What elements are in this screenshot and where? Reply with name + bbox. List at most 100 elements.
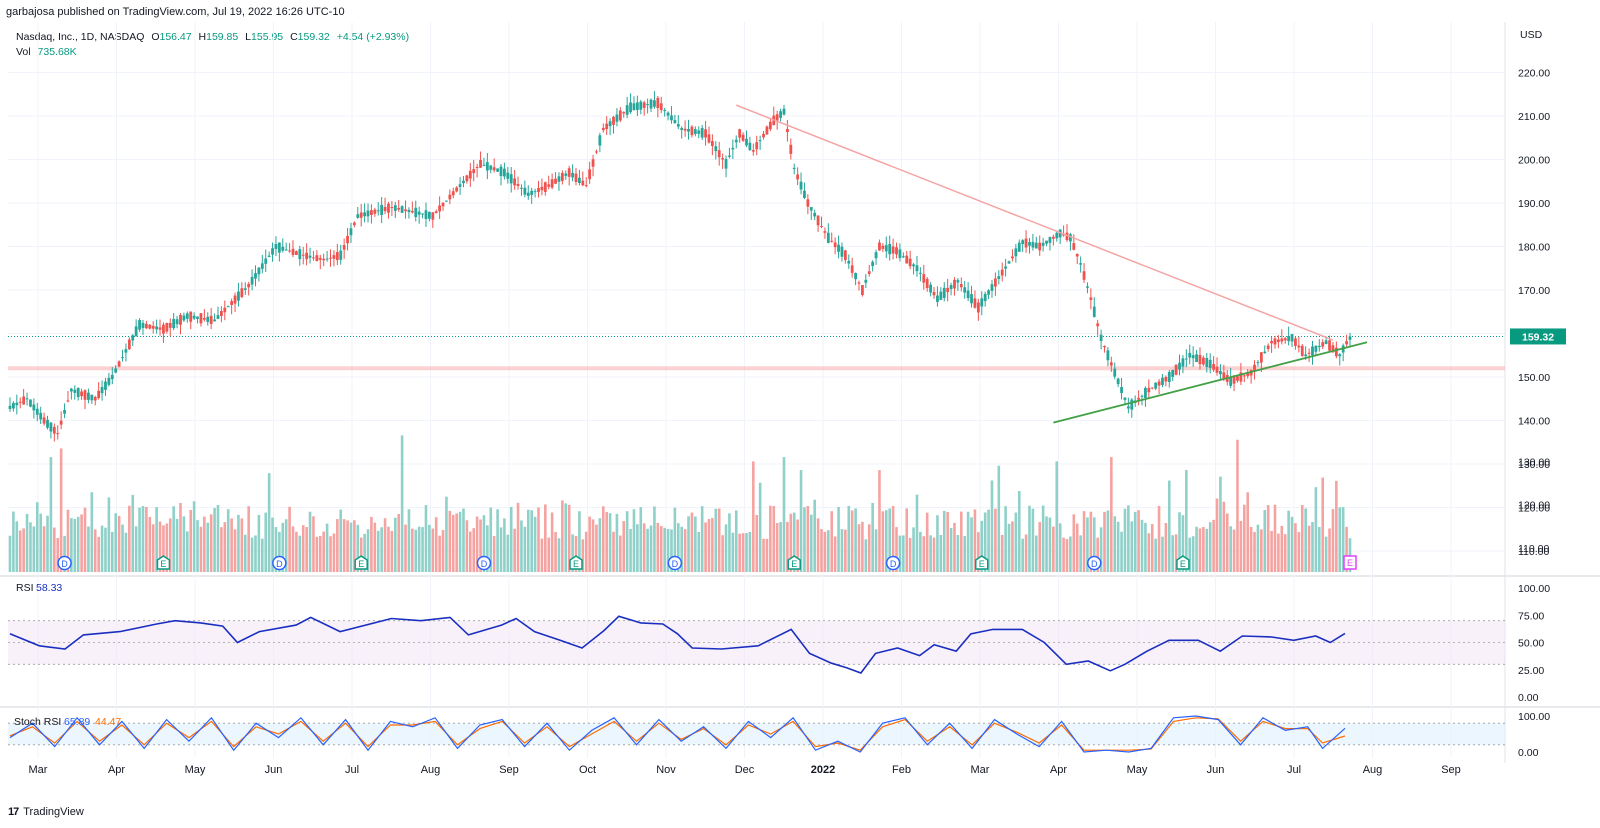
candle-body xyxy=(642,102,646,108)
candle-body xyxy=(243,288,247,290)
candle-body xyxy=(1263,351,1267,354)
volume-bar xyxy=(1103,511,1106,572)
symbol-title[interactable]: Nasdaq, Inc., 1D, NASDAQ xyxy=(16,31,145,43)
volume-bar xyxy=(475,516,479,572)
volume-bar xyxy=(1086,517,1089,572)
event-marker-label: E xyxy=(791,559,797,569)
candle-body xyxy=(1017,242,1021,252)
volume-value: 735.68K xyxy=(37,46,77,58)
volume-bar xyxy=(881,511,885,572)
candle-body xyxy=(172,318,176,329)
volume-bar xyxy=(1225,513,1229,572)
candle-body xyxy=(1092,306,1096,317)
volume-bar xyxy=(847,505,851,572)
candle-body xyxy=(352,222,356,226)
candle-body xyxy=(124,349,128,353)
y-tick-label: 200.00 xyxy=(1518,155,1550,167)
candle-body xyxy=(516,184,520,186)
candle-body xyxy=(751,150,755,152)
volume-bar xyxy=(833,536,837,572)
earnings-marker-shape xyxy=(1176,555,1190,570)
volume-bar xyxy=(946,512,949,572)
candle-body xyxy=(1164,376,1168,382)
candle-body xyxy=(295,251,298,255)
x-tick-label: Jul xyxy=(345,764,359,776)
candle-body xyxy=(298,249,302,260)
candle-body xyxy=(871,261,875,267)
volume-bar xyxy=(189,509,193,572)
footer-brand[interactable]: 17 TradingView xyxy=(8,806,84,818)
candle-body xyxy=(370,210,373,216)
candle-body xyxy=(1181,358,1185,367)
candle-body xyxy=(765,126,769,135)
volume-bar xyxy=(1229,526,1232,572)
candle-body xyxy=(547,184,551,187)
volume-bar xyxy=(1294,523,1297,572)
volume-bar xyxy=(1089,511,1093,572)
volume-bar xyxy=(598,518,602,572)
candle-body xyxy=(1259,352,1263,363)
volume-bar xyxy=(550,512,554,572)
candle-body xyxy=(509,174,513,184)
dividend-marker-circle xyxy=(667,555,683,571)
volume-bar xyxy=(25,513,29,572)
candle-body xyxy=(939,291,943,300)
candle-body xyxy=(813,212,817,217)
volume-bar xyxy=(707,518,711,572)
candle-body xyxy=(1236,376,1239,381)
candle-body xyxy=(427,211,431,219)
candle-body xyxy=(540,186,544,191)
footer-brand-name: TradingView xyxy=(23,806,84,818)
candle-body xyxy=(138,320,141,330)
volume-bar xyxy=(1164,522,1168,572)
stoch-label: Stoch RSI xyxy=(14,716,61,728)
candle-body xyxy=(891,246,895,254)
volume-bar xyxy=(939,535,943,572)
candle-body xyxy=(1007,261,1011,264)
candle-body xyxy=(410,210,414,213)
volume-bar xyxy=(1246,492,1250,572)
volume-bar xyxy=(434,517,438,572)
stoch-d-line xyxy=(9,717,1346,751)
volume-bar xyxy=(581,539,585,572)
candle-body xyxy=(185,313,189,319)
candle-body xyxy=(676,124,680,127)
candle-body xyxy=(796,174,800,180)
volume-bar xyxy=(12,511,15,572)
volume-bar xyxy=(380,527,383,572)
candle-body xyxy=(380,204,384,215)
volume-bar xyxy=(861,521,864,572)
volume-bar xyxy=(1270,530,1273,572)
volume-bar xyxy=(370,516,373,572)
candle-body xyxy=(240,288,244,298)
candle-body xyxy=(1099,334,1103,341)
volume-bar xyxy=(8,535,12,572)
candle-body xyxy=(1324,340,1328,345)
candle-body xyxy=(479,159,482,168)
volume-bar xyxy=(1202,527,1205,572)
volume-label[interactable]: Vol xyxy=(16,46,31,58)
volume-bar xyxy=(318,535,322,572)
volume-bar xyxy=(554,532,557,572)
volume-bar xyxy=(813,499,816,572)
volume-bar xyxy=(1195,526,1198,572)
candle-body xyxy=(1331,345,1335,353)
volume-bar xyxy=(1000,534,1004,572)
volume-bar xyxy=(1321,477,1325,572)
volume-bar xyxy=(29,522,32,572)
volume-bar xyxy=(970,517,973,572)
rsi-line xyxy=(9,615,1346,674)
candle-body xyxy=(608,121,612,127)
candle-body xyxy=(523,187,527,195)
candle-body xyxy=(670,115,673,121)
candle-body xyxy=(901,256,905,258)
candle-body xyxy=(925,278,929,289)
candle-body xyxy=(980,298,984,307)
volume-bar xyxy=(895,527,898,572)
volume-bar xyxy=(462,508,465,572)
stoch-band xyxy=(8,723,1505,745)
candle-body xyxy=(895,247,898,255)
volume-bar xyxy=(680,526,684,572)
candle-body xyxy=(1311,346,1314,356)
